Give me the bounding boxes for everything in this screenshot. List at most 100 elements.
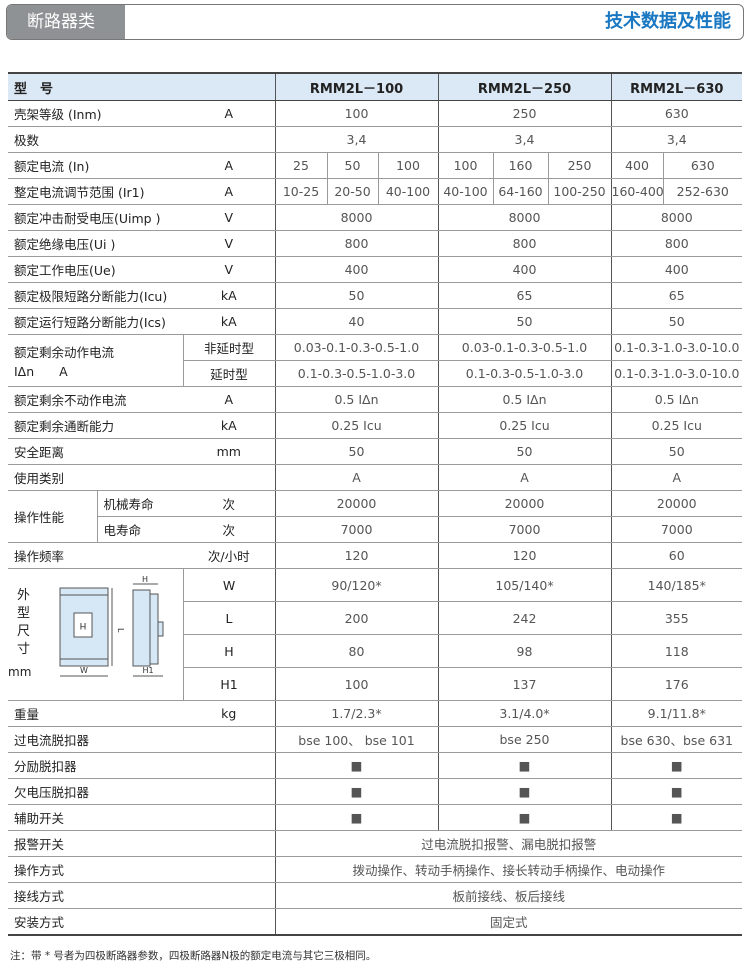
table-row: 额定电流 (In) A 25 50 100 100 160 250 400 630 (8, 152, 743, 179)
value-cell: 100 (437, 152, 493, 179)
table-row: 过电流脱扣器 bse 100、 bse 101 bse 250 bse 630、bse… (8, 726, 743, 753)
unit-cell (183, 856, 275, 883)
model-header: 型 号 (8, 72, 275, 101)
value-cell: 8000 (274, 204, 438, 231)
table-row: 额定极限短路分断能力(Icu) kA 50 65 65 (8, 282, 743, 309)
row-label: 额定电流 (In) (8, 152, 183, 179)
value-cell: 40-100 (437, 178, 493, 205)
unit-cell: kA (183, 308, 275, 335)
dim-w-label: W (80, 666, 88, 675)
value-cell: 0.1-0.3-0.5-1.0-3.0 (437, 360, 611, 387)
value-cell: 50 (437, 308, 611, 335)
value-cell: 0.1-0.3-1.0-3.0-10.0 (610, 360, 743, 387)
unit-cell: mm (183, 438, 275, 465)
section-header: 断路器类 技术数据及性能 (6, 4, 744, 40)
value-cell: 25 (274, 152, 327, 179)
unit-cell (183, 804, 275, 831)
row-label: 壳架等级 (Inm) (8, 100, 183, 127)
unit-cell: V (183, 230, 275, 257)
value-cell: ■ (437, 804, 611, 831)
value-cell: 0.1-0.3-1.0-3.0-10.0 (610, 334, 743, 361)
value-cell: 板前接线、板后接线 (274, 882, 743, 909)
breaker-dimension-drawing: mm H L W H H1 (8, 575, 164, 679)
value-cell: 118 (610, 634, 743, 668)
row-label: 额定剩余动作电流 IΔn A (8, 334, 183, 387)
unit-cell: 次 (183, 516, 275, 543)
value-cell: 7000 (610, 516, 743, 543)
table-row: 延时型 0.1-0.3-0.5-1.0-3.0 0.1-0.3-0.5-1.0-3.… (8, 360, 743, 387)
value-cell: 400 (437, 256, 611, 283)
table-row: 操作方式 拨动操作、转动手柄操作、接长转动手柄操作、电动操作 (8, 856, 743, 883)
value-cell: 90/120* (274, 568, 438, 602)
section-title: 技术数据及性能 (605, 11, 731, 32)
table-row: 辅助开关 ■ ■ ■ (8, 804, 743, 831)
value-cell: ■ (610, 804, 743, 831)
table-row: 额定剩余不动作电流 A 0.5 IΔn 0.5 IΔn 0.5 IΔn (8, 386, 743, 413)
row-label: 额定运行短路分断能力(Ics) (8, 308, 183, 335)
table-row: 极数 3,4 3,4 3,4 (8, 126, 743, 153)
sub-label: 机械寿命 (96, 490, 183, 517)
dimension-label: L (182, 601, 275, 635)
row-label: 额定绝缘电压(Ui ) (8, 230, 183, 257)
value-cell: 9.1/11.8* (610, 700, 743, 727)
value-cell: ■ (274, 778, 438, 805)
category-label: 断路器类 (7, 5, 125, 39)
row-label: 接线方式 (8, 882, 183, 909)
value-cell: A (610, 464, 743, 491)
row-label: 报警开关 (8, 830, 183, 857)
value-cell: 400 (610, 256, 743, 283)
value-cell: ■ (274, 752, 438, 779)
unit-cell (183, 830, 275, 857)
row-label: 重量 (8, 700, 183, 727)
value-cell: ■ (610, 752, 743, 779)
value-cell: 105/140* (437, 568, 611, 602)
value-cell: 0.03-0.1-0.3-0.5-1.0 (437, 334, 611, 361)
value-cell: bse 250 (437, 726, 611, 753)
unit-cell: A (183, 178, 275, 205)
spec-table: 型 号 RMM2L－100 RMM2L－250 RMM2L－630 壳架等级 (Inm)… (8, 72, 743, 936)
value-cell: 50 (326, 152, 378, 179)
value-cell: 630 (610, 100, 743, 127)
value-cell: 50 (610, 308, 743, 335)
value-cell: 0.25 Icu (274, 412, 438, 439)
value-cell: 0.5 IΔn (274, 386, 438, 413)
value-cell: ■ (437, 752, 611, 779)
value-cell: ■ (274, 804, 438, 831)
model-column-header: RMM2L－100 (274, 72, 438, 101)
value-cell: 355 (610, 601, 743, 635)
value-cell: 100 (377, 152, 438, 179)
header-row: 型 号 RMM2L－100 RMM2L－250 RMM2L－630 (8, 72, 743, 101)
value-cell: 250 (437, 100, 611, 127)
unit-cell (183, 126, 275, 153)
row-label: 欠电压脱扣器 (8, 778, 183, 805)
value-cell: 160 (492, 152, 548, 179)
value-cell: 80 (274, 634, 438, 668)
table-row: H1 100 137 176 (8, 667, 743, 701)
row-label: 额定冲击耐受电压(Uimp ) (8, 204, 183, 231)
footnote: 注：带 * 号者为四极断路器参数，四极断路器N极的额定电流与其它三极相同。 (10, 950, 377, 962)
value-cell: 0.1-0.3-0.5-1.0-3.0 (274, 360, 438, 387)
row-label: 极数 (8, 126, 183, 153)
value-cell: ■ (437, 778, 611, 805)
value-cell: 1.7/2.3* (274, 700, 438, 727)
value-cell: 400 (610, 152, 663, 179)
row-label: 安装方式 (8, 908, 183, 936)
row-label: 额定工作电压(Ue) (8, 256, 183, 283)
model-column-header: RMM2L－630 (610, 72, 743, 101)
value-cell: 100 (274, 100, 438, 127)
dim-h1-label: H1 (142, 666, 153, 675)
unit-cell: kA (183, 412, 275, 439)
unit-cell: A (183, 100, 275, 127)
table-row: 报警开关 过电流脱扣报警、漏电脱扣报警 (8, 830, 743, 857)
value-cell: 10-25 (274, 178, 327, 205)
model-column-header: RMM2L－250 (437, 72, 611, 101)
value-cell: 固定式 (274, 908, 743, 936)
table-row: 额定运行短路分断能力(Ics) kA 40 50 50 (8, 308, 743, 335)
value-cell: A (274, 464, 438, 491)
table-row: 额定绝缘电压(Ui ) V 800 800 800 (8, 230, 743, 257)
table-row: 额定剩余动作电流 IΔn A 非延时型 0.03-0.1-0.3-0.5-1.0 0.0… (8, 334, 743, 387)
table-row: 重量 kg 1.7/2.3* 3.1/4.0* 9.1/11.8* (8, 700, 743, 727)
dimension-row-label: 外型尺寸 (17, 588, 31, 657)
sub-label: 电寿命 (96, 516, 183, 543)
unit-cell (183, 726, 275, 753)
